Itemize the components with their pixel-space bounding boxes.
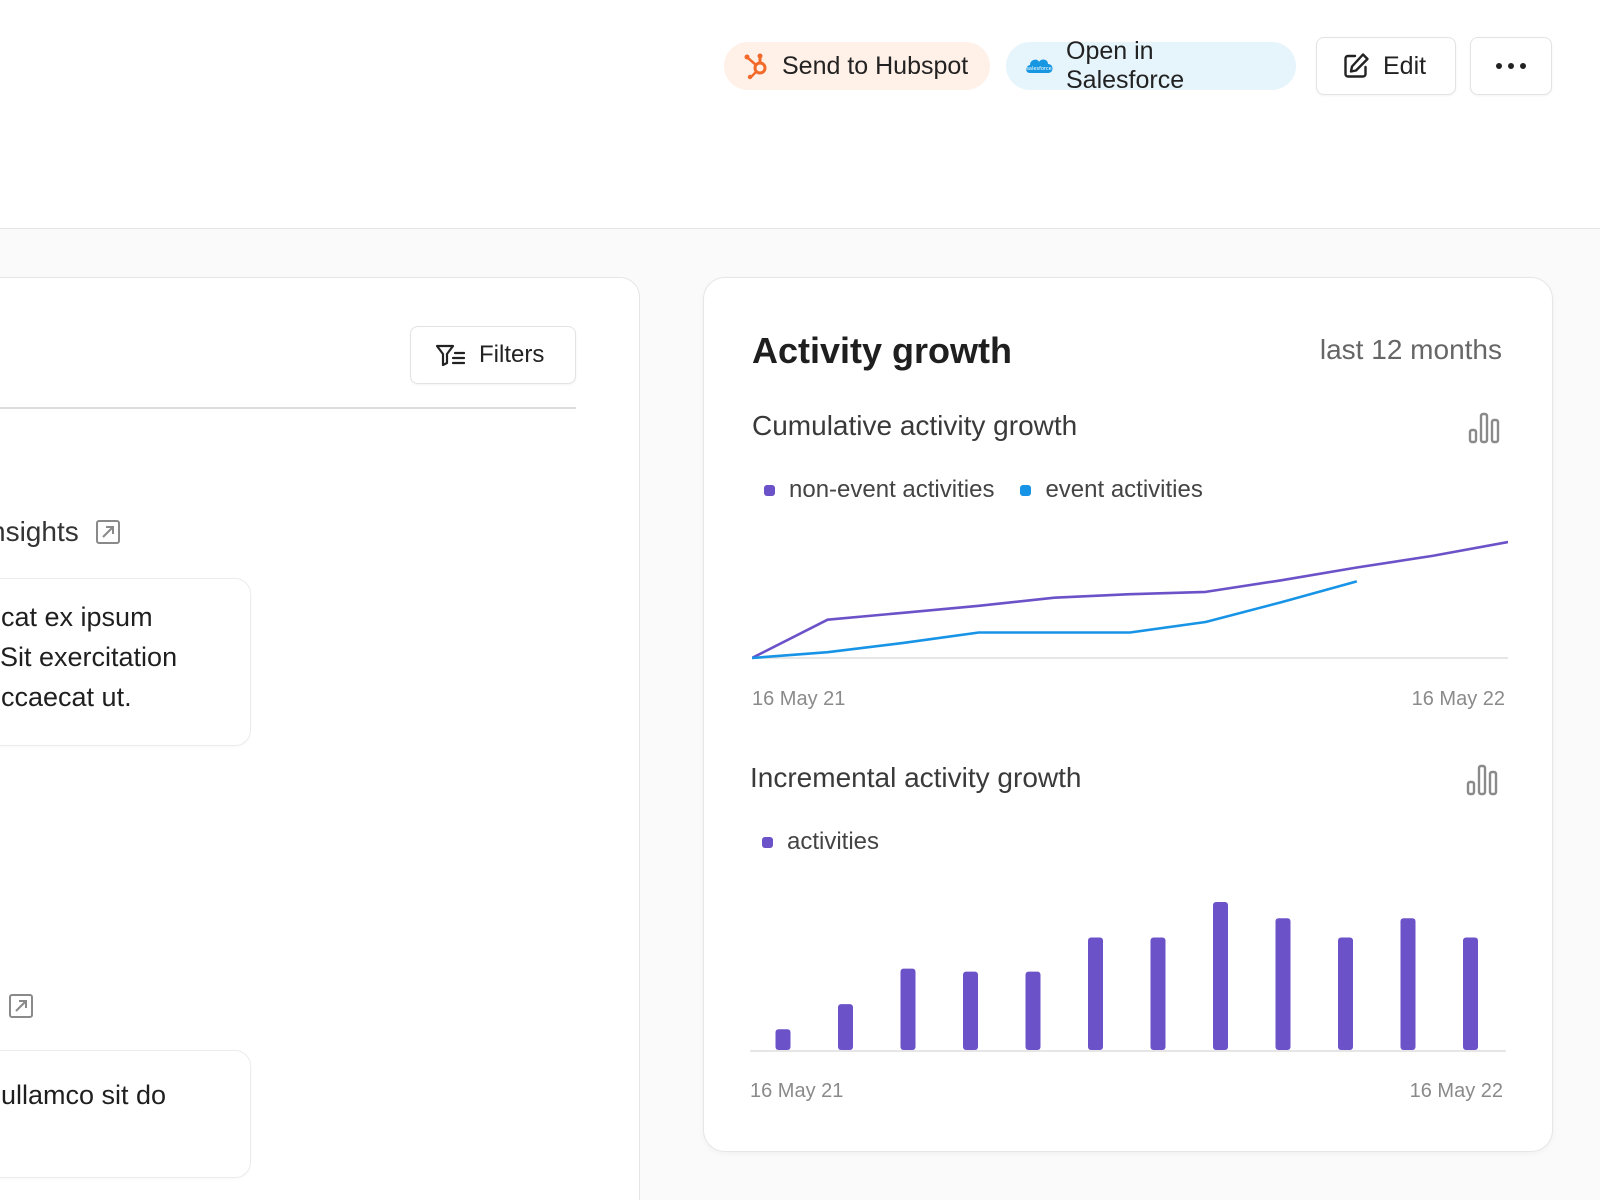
salesforce-icon: salesforce (1024, 55, 1054, 77)
more-options-button[interactable] (1470, 37, 1552, 95)
insights-heading-label: nsights (0, 516, 79, 547)
legend-label: non-event activities (789, 476, 995, 503)
cumulative-line-chart (752, 540, 1508, 660)
divider (0, 407, 576, 409)
open-external-icon[interactable] (8, 993, 34, 1019)
legend-item: event activities (1020, 476, 1203, 504)
bar[interactable] (775, 1029, 791, 1050)
legend-item: activities (762, 828, 879, 856)
insights-heading: nsights (0, 516, 121, 548)
insight-card-line: cat ex ipsum (1, 602, 153, 632)
more-horizontal-icon (1495, 62, 1527, 70)
bar[interactable] (1025, 971, 1041, 1050)
panel-title: Activity growth (752, 330, 1013, 371)
legend-swatch (764, 484, 775, 496)
time-range-label[interactable]: last 12 months (1319, 334, 1502, 365)
legend-label: activities (787, 828, 880, 855)
bar[interactable] (963, 971, 978, 1050)
bar[interactable] (900, 968, 916, 1050)
open-in-salesforce-label: Open in Salesforce (1066, 37, 1185, 94)
bar[interactable] (1463, 937, 1478, 1051)
edit-icon (1341, 51, 1371, 81)
bar-chart-icon[interactable] (1468, 412, 1502, 444)
bar[interactable] (1150, 937, 1166, 1051)
bar[interactable] (1400, 918, 1416, 1050)
incremental-bar-chart (750, 902, 1506, 1052)
cumulative-legend: non-event activities event activities (764, 476, 1203, 504)
bar[interactable] (1338, 937, 1353, 1051)
insight-card[interactable]: ullamco sit do (0, 1050, 251, 1178)
bar-chart-icon[interactable] (1466, 764, 1500, 796)
activity-growth-panel: Activity growth last 12 months Cumulativ… (703, 277, 1553, 1152)
x-axis-start-label: 16 May 21 (750, 1080, 844, 1102)
insight-card[interactable]: cat ex ipsum . Sit exercitation ccaecat … (0, 578, 251, 746)
bar[interactable] (1088, 937, 1103, 1051)
edit-label: Edit (1383, 51, 1427, 80)
send-to-hubspot-label: Send to Hubspot (782, 51, 969, 80)
filter-icon (435, 343, 465, 367)
bar[interactable] (1213, 902, 1228, 1050)
hubspot-icon (742, 52, 770, 80)
page-header: Send to Hubspot salesforce Open in Sales… (0, 0, 1600, 229)
send-to-hubspot-button[interactable]: Send to Hubspot (724, 42, 990, 90)
x-axis-end-label: 16 May 22 (1409, 1080, 1503, 1102)
legend-swatch (762, 836, 773, 848)
series-line-event-activities (752, 580, 1358, 660)
incremental-legend: activities (762, 828, 879, 856)
open-external-icon[interactable] (95, 519, 121, 545)
insight-card-line: . Sit exercitation (0, 642, 178, 672)
insight-card-line: ullamco sit do (1, 1080, 167, 1110)
x-axis-start-label: 16 May 21 (752, 688, 846, 710)
insight-card-line: ccaecat ut. (1, 682, 132, 712)
legend-label: event activities (1045, 476, 1203, 503)
legend-item: non-event activities (764, 476, 994, 504)
salesforce-logo-text: salesforce (1026, 66, 1051, 72)
x-axis-end-label: 16 May 22 (1411, 688, 1505, 710)
filters-label: Filters (479, 341, 545, 368)
incremental-chart-title: Incremental activity growth (750, 762, 1082, 793)
filters-button[interactable]: Filters (410, 326, 576, 384)
cumulative-chart-title: Cumulative activity growth (752, 410, 1078, 441)
bar[interactable] (838, 1004, 853, 1050)
open-in-salesforce-button[interactable]: salesforce Open in Salesforce (1006, 37, 1296, 94)
legend-swatch (1020, 484, 1032, 496)
series-line-non-event-activities (752, 540, 1508, 660)
edit-button[interactable]: Edit (1316, 37, 1456, 95)
bar[interactable] (1275, 918, 1291, 1050)
